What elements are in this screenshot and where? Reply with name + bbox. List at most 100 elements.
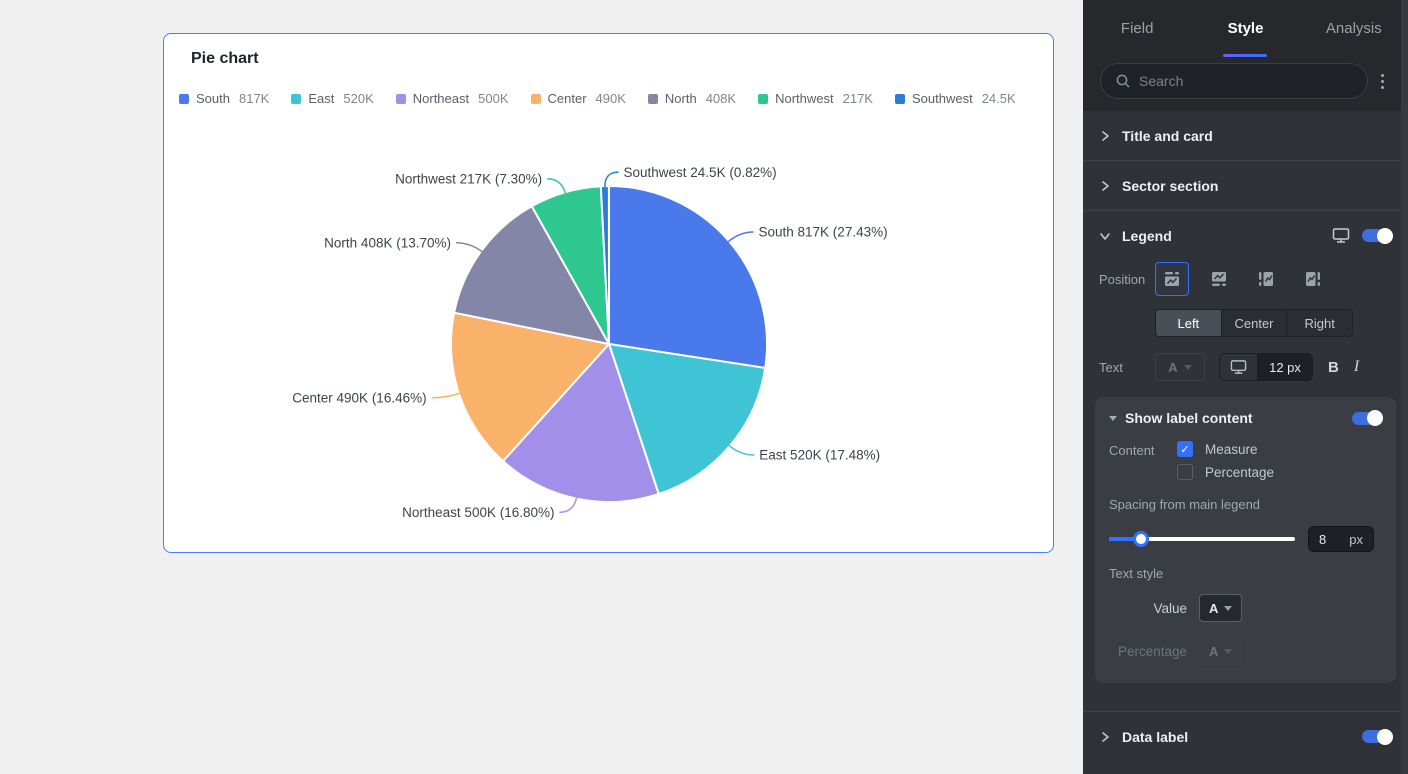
- show-label-content-header[interactable]: Show label content: [1109, 410, 1383, 426]
- search-input[interactable]: Search: [1100, 63, 1368, 99]
- show-label-content-panel: Show label content Content ✓ Measure: [1095, 397, 1396, 683]
- data-label-toggle[interactable]: [1362, 728, 1393, 745]
- pie-label-northwest: Northwest 217K (7.30%): [395, 172, 542, 187]
- align-right-button[interactable]: Right: [1286, 310, 1352, 336]
- spacing-slider-row: 8 px: [1109, 526, 1382, 552]
- pie-label-leader: [728, 444, 755, 456]
- align-left-button[interactable]: Left: [1156, 310, 1221, 336]
- legend-top-icon: [1162, 269, 1182, 289]
- legend-text-row: Text A 12 px B I: [1099, 353, 1392, 381]
- pie-label-south: South 817K (27.43%): [759, 225, 888, 240]
- legend-item-northeast[interactable]: Northeast 500K: [395, 90, 509, 107]
- legend-align-segmented: Left Center Right: [1155, 309, 1353, 337]
- legend-toggle[interactable]: [1362, 227, 1393, 244]
- legend-name: East: [308, 91, 335, 106]
- measure-checkbox[interactable]: ✓: [1177, 441, 1193, 457]
- legend-item-north[interactable]: North 408K: [647, 90, 736, 107]
- legend-position-bottom-button[interactable]: [1202, 262, 1236, 296]
- pie-label-east: East 520K (17.48%): [759, 448, 880, 463]
- content-row: Content ✓ Measure Percentage: [1109, 441, 1382, 480]
- legend-swatch: [530, 93, 541, 104]
- pie-label-leader: [727, 231, 754, 243]
- legend-section-body: Position: [1083, 260, 1408, 701]
- font-size-field[interactable]: 12 px: [1258, 354, 1312, 380]
- spacing-label: Spacing from main legend: [1109, 497, 1261, 512]
- show-label-content-toggle[interactable]: [1352, 410, 1383, 426]
- legend-value: 500K: [478, 91, 509, 106]
- percentage-checkbox-row[interactable]: Percentage: [1177, 464, 1274, 480]
- bold-button[interactable]: B: [1328, 358, 1339, 376]
- align-center-button[interactable]: Center: [1220, 310, 1287, 336]
- percentage-label: Percentage: [1117, 643, 1187, 659]
- value-color-dropdown[interactable]: A: [1199, 594, 1243, 622]
- legend-item-east[interactable]: East 520K: [291, 90, 374, 107]
- section-title: Legend: [1122, 227, 1172, 244]
- more-options-icon[interactable]: [1368, 73, 1396, 89]
- tab-style[interactable]: Style: [1191, 0, 1299, 57]
- style-panel: Field Style Analysis Search Title and ca…: [1083, 0, 1408, 774]
- percentage-style-row: Percentage A: [1109, 637, 1382, 665]
- search-placeholder: Search: [1139, 73, 1184, 89]
- legend-swatch: [179, 93, 189, 104]
- section-legend-header[interactable]: Legend: [1083, 211, 1408, 260]
- measure-checkbox-row[interactable]: ✓ Measure: [1177, 441, 1274, 457]
- tab-analysis[interactable]: Analysis: [1325, 20, 1382, 37]
- legend-value: 217K: [842, 91, 873, 106]
- search-icon: [1115, 73, 1131, 89]
- section-sector[interactable]: Sector section: [1083, 161, 1408, 210]
- legend-item-northwest[interactable]: Northwest 217K: [758, 90, 873, 107]
- pie-chart-card[interactable]: Pie chart South 817K East 520K Northeast 500K…: [163, 33, 1054, 553]
- position-label: Position: [1099, 271, 1146, 287]
- pie-label-leader: [431, 392, 461, 399]
- card-legend: South 817K East 520K Northeast 500K Center 490K…: [179, 90, 1039, 107]
- percentage-color-dropdown: A: [1199, 637, 1243, 665]
- caret-down-icon: [1224, 648, 1233, 654]
- legend-item-south[interactable]: South 817K: [179, 90, 269, 107]
- display-device-icon[interactable]: [1220, 354, 1258, 380]
- section-title: Data label: [1122, 728, 1189, 745]
- tab-field[interactable]: Field: [1120, 20, 1154, 37]
- legend-name: North: [664, 91, 697, 106]
- font-size-group: 12 px: [1219, 353, 1313, 381]
- percentage-checkbox[interactable]: [1177, 464, 1193, 480]
- legend-right-icon: [1303, 269, 1323, 289]
- pie-label-northeast: Northeast 500K (16.80%): [402, 505, 554, 520]
- section-title: Title and card: [1122, 127, 1213, 144]
- legend-item-southwest[interactable]: Southwest 24.5K: [894, 90, 1016, 107]
- legend-swatch: [647, 93, 658, 104]
- spacing-slider[interactable]: [1109, 531, 1295, 547]
- slider-knob[interactable]: [1132, 531, 1149, 547]
- legend-name: Southwest: [911, 91, 973, 106]
- spacing-value-field[interactable]: 8 px: [1308, 526, 1374, 552]
- legend-position-right-button[interactable]: [1296, 262, 1330, 296]
- legend-position-left-button[interactable]: [1249, 262, 1283, 296]
- legend-name: Northwest: [775, 91, 834, 106]
- panel-tabs: Field Style Analysis: [1083, 0, 1408, 57]
- collapse-triangle-icon: [1109, 415, 1117, 421]
- legend-name: South: [196, 91, 230, 106]
- section-data-label-header[interactable]: Data label: [1083, 712, 1408, 761]
- pie-chart-svg: South 817K (27.43%) East 520K (17.48%) Nor…: [292, 165, 888, 520]
- legend-item-center[interactable]: Center 490K: [530, 90, 626, 107]
- chevron-right-icon: [1099, 180, 1111, 192]
- search-row: Search: [1083, 57, 1408, 111]
- chevron-right-icon: [1099, 731, 1111, 743]
- section-title: Sector section: [1122, 177, 1219, 194]
- legend-name: Northeast: [412, 91, 470, 106]
- legend-name: Center: [547, 91, 587, 106]
- display-device-icon[interactable]: [1332, 227, 1350, 244]
- legend-value: 817K: [238, 91, 270, 106]
- section-title-and-card[interactable]: Title and card: [1083, 111, 1408, 160]
- text-label: Text: [1099, 359, 1123, 375]
- text-color-dropdown: A: [1155, 353, 1205, 381]
- caret-down-icon: [1224, 605, 1233, 611]
- legend-bottom-icon: [1209, 269, 1229, 289]
- legend-swatch: [758, 93, 769, 104]
- italic-button[interactable]: I: [1353, 358, 1360, 375]
- legend-position-top-button[interactable]: [1155, 262, 1189, 296]
- chevron-down-icon: [1099, 230, 1111, 242]
- divider: [1083, 711, 1408, 712]
- sub-panel-title: Show label content: [1125, 410, 1253, 426]
- content-label: Content: [1109, 443, 1155, 458]
- pie-slice-south[interactable]: [608, 185, 769, 369]
